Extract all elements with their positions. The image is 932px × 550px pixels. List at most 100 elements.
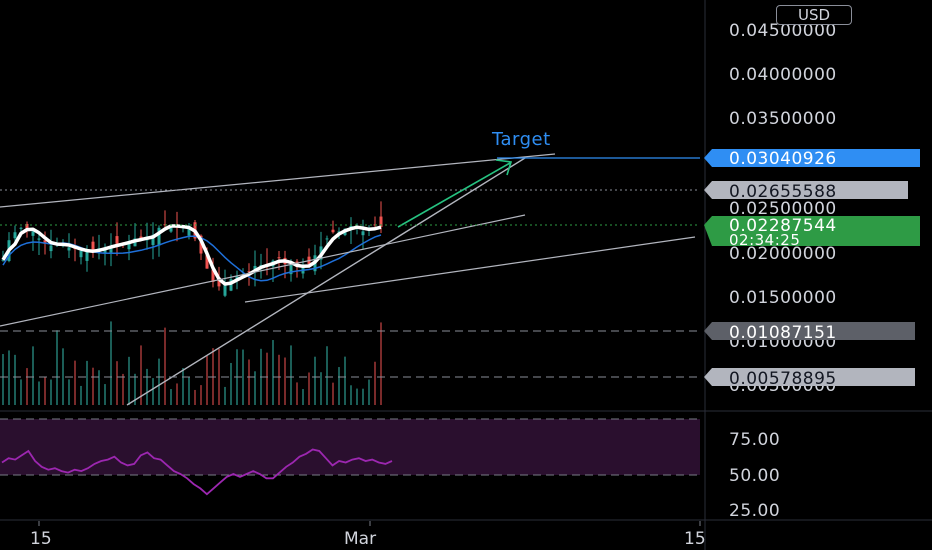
volume-bar — [218, 348, 220, 405]
target-price-tag[interactable]: 0.03040926 — [704, 149, 920, 169]
volume-bar — [278, 354, 280, 405]
price-tick: 0.04500000 — [729, 21, 837, 41]
candle — [127, 241, 131, 250]
target-arrow-head — [495, 159, 513, 176]
candle — [25, 223, 29, 229]
resistance-price-tag[interactable]: 0.02655588 — [704, 181, 908, 202]
candle — [229, 279, 233, 291]
volume-bar — [332, 382, 334, 405]
candle — [151, 234, 155, 245]
volume-bar — [98, 370, 100, 405]
support-price-tag-2[interactable]: 0.00578895 — [704, 368, 915, 389]
volume-bar — [20, 379, 22, 405]
volume-bar — [50, 379, 52, 405]
rsi-line — [1, 448, 393, 496]
channel-upper-trendline[interactable] — [0, 153, 556, 208]
candle — [199, 235, 203, 254]
volume-bar — [8, 350, 10, 405]
volume-bar — [272, 340, 274, 405]
rsi-axis: 75.00 50.00 25.00 — [729, 430, 780, 521]
volume-bar — [146, 368, 148, 405]
candle — [13, 232, 17, 239]
volume-bar — [92, 367, 94, 405]
price-tick: 0.04000000 — [729, 65, 837, 85]
candle — [109, 245, 113, 253]
candle — [325, 238, 329, 240]
volume-bar — [158, 358, 160, 405]
volume-bar — [194, 389, 196, 405]
candle — [19, 227, 23, 229]
channel-lower-trendline[interactable] — [244, 236, 696, 303]
volume-bar — [56, 330, 58, 405]
volume-bar — [62, 348, 64, 405]
volume-bar — [80, 385, 82, 405]
rsi-tick: 50.00 — [729, 466, 780, 486]
candle — [49, 245, 53, 252]
volume-bar — [308, 372, 310, 405]
currency-selector-button[interactable]: USD — [776, 5, 852, 25]
volume-bar — [140, 345, 142, 405]
candle — [91, 241, 95, 251]
rsi-tick: 25.00 — [729, 501, 780, 521]
volume-bar — [182, 368, 184, 405]
volume-bar — [248, 359, 250, 405]
volume-bar — [164, 327, 166, 405]
time-axis[interactable]: 15 Mar 15 — [30, 521, 706, 549]
volume-bar — [302, 389, 304, 405]
volume-bar — [338, 367, 340, 405]
volume-bar — [368, 379, 370, 405]
volume-bar — [122, 373, 124, 405]
volume-bar — [362, 388, 364, 405]
volume-bar — [116, 361, 118, 405]
candle — [223, 283, 227, 296]
target-arrow-shaft[interactable] — [397, 162, 511, 228]
volume-bar — [44, 377, 46, 405]
candle — [217, 277, 221, 287]
volume-bar — [14, 354, 16, 405]
volume-bar — [356, 388, 358, 405]
volume-bar — [152, 378, 154, 405]
time-label: 15 — [684, 529, 706, 549]
time-label: 15 — [30, 529, 52, 549]
volume-histogram — [2, 321, 382, 405]
volume-bar — [128, 356, 130, 405]
volume-bar — [344, 356, 346, 405]
volume-bar — [224, 386, 226, 405]
candle — [211, 269, 215, 282]
target-label[interactable]: Target — [492, 129, 551, 150]
svg-text:0.01087151: 0.01087151 — [729, 323, 837, 343]
candle — [379, 216, 383, 227]
candlestick-series — [1, 201, 383, 298]
rsi-tick: 75.00 — [729, 430, 780, 450]
svg-text:0.02287544: 0.02287544 — [729, 216, 837, 236]
candle — [37, 238, 41, 240]
volume-bar — [26, 368, 28, 405]
volume-bar — [254, 371, 256, 405]
volume-bar — [230, 362, 232, 405]
candle — [289, 265, 293, 275]
volume-bar — [380, 322, 382, 405]
volume-bar — [38, 381, 40, 405]
price-tick: 0.01500000 — [729, 288, 837, 308]
volume-bar — [296, 382, 298, 405]
svg-text:0.02655588: 0.02655588 — [729, 182, 837, 202]
volume-bar — [32, 346, 34, 405]
volume-bar — [290, 345, 292, 405]
candle — [337, 231, 341, 233]
volume-bar — [74, 360, 76, 405]
candle — [85, 251, 89, 261]
volume-bar — [110, 321, 112, 405]
support-price-tag-1[interactable]: 0.01087151 — [704, 322, 915, 343]
ascending-support-trendline[interactable] — [126, 157, 526, 406]
candle — [115, 236, 119, 244]
price-tick: 0.03500000 — [729, 109, 837, 129]
candle — [43, 240, 47, 244]
svg-text:0.00578895: 0.00578895 — [729, 369, 837, 389]
candle — [247, 271, 251, 273]
candle — [31, 231, 35, 236]
volume-bar — [326, 346, 328, 405]
candle — [79, 250, 83, 258]
channel-middle-trendline[interactable] — [0, 214, 526, 327]
current-price-tag[interactable]: 0.02287544 02:34:25 — [704, 216, 920, 249]
